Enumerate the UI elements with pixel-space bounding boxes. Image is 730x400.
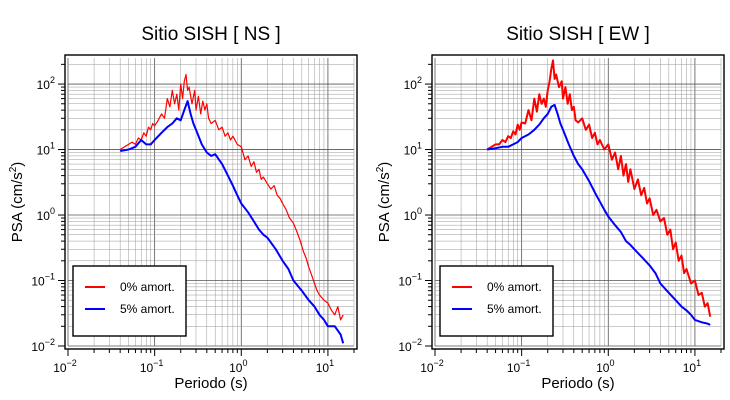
x-tick-label: 10−1 xyxy=(140,358,164,375)
y-axis-label: PSA (cm/s2) xyxy=(375,162,393,243)
y-tick-label: 100 xyxy=(404,206,422,223)
chart-title: Sitio SISH [ EW ] xyxy=(506,24,650,45)
y-tick-label: 10−2 xyxy=(398,337,422,354)
x-tick-label: 10−2 xyxy=(420,358,444,375)
legend: 0% amort. 5% amort. xyxy=(439,265,554,337)
legend-label: 0% amort. xyxy=(120,280,175,294)
legend-label: 0% amort. xyxy=(487,280,542,294)
x-tick-label: 100 xyxy=(596,358,614,375)
x-tick-label: 10−2 xyxy=(53,358,77,375)
series-line-undamped xyxy=(119,73,344,321)
chart-panel-2: 10−2 10−1 100 101 10−2 10−1 100 101 102 Sitio SIS… xyxy=(375,24,725,392)
x-axis-label: Periodo (s) xyxy=(541,375,614,392)
series-line-undamped xyxy=(486,59,712,317)
y-tick-label: 102 xyxy=(404,75,422,92)
x-tick-label: 101 xyxy=(316,358,334,375)
x-tick-label: 10−1 xyxy=(507,358,531,375)
plot-frame xyxy=(431,54,725,350)
y-tick-label: 102 xyxy=(37,75,55,92)
chart-title: Sitio SISH [ NS ] xyxy=(141,24,280,45)
plot-frame xyxy=(64,54,358,350)
legend-label: 5% amort. xyxy=(487,302,542,316)
y-tick-label: 10−2 xyxy=(31,337,55,354)
legend: 0% amort. 5% amort. xyxy=(72,265,187,337)
x-tick-label: 101 xyxy=(683,358,701,375)
legend-label: 5% amort. xyxy=(120,302,175,316)
y-tick-label: 10−1 xyxy=(31,272,55,289)
y-tick-label: 101 xyxy=(37,141,55,158)
y-tick-label: 101 xyxy=(404,141,422,158)
y-tick-label: 100 xyxy=(37,206,55,223)
series-line-damped xyxy=(487,103,711,326)
legend-box xyxy=(72,265,187,337)
x-axis-label: Periodo (s) xyxy=(174,375,247,392)
chart-panel-1: 10−2 10−1 100 101 10−2 10−1 100 101 102 Sitio SIS… xyxy=(8,24,358,392)
y-axis-label: PSA (cm/s2) xyxy=(8,162,26,243)
series-line-damped xyxy=(120,100,345,344)
x-tick-label: 100 xyxy=(229,358,247,375)
y-tick-label: 10−1 xyxy=(398,272,422,289)
legend-box xyxy=(439,265,554,337)
